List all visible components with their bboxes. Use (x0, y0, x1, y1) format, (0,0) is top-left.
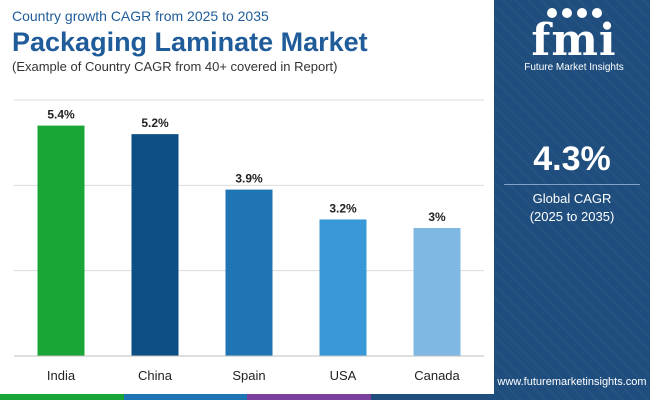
x-tick-label: China (138, 368, 173, 383)
bar-canada (413, 228, 461, 356)
chart-subtitle-top: Country growth CAGR from 2025 to 2035 (12, 8, 269, 24)
stat-divider (504, 184, 640, 185)
bar-china (131, 134, 179, 356)
x-tick-label: Canada (414, 368, 460, 383)
bar-usa (319, 219, 367, 356)
data-label: 5.4% (47, 108, 75, 122)
x-tick-label: India (47, 368, 76, 383)
bottom-color-bar (0, 394, 494, 400)
bar-spain (225, 189, 273, 356)
bottom-bar-segment (370, 394, 494, 400)
x-tick-label: Spain (232, 368, 265, 383)
logo-dot-icon (591, 8, 602, 18)
logo-dot-icon (546, 8, 557, 18)
global-cagr-value: 4.3% (533, 140, 611, 178)
chart-title: Packaging Laminate Market (12, 27, 368, 57)
global-cagr-label: Global CAGR (2025 to 2035) (494, 190, 650, 226)
logo-mark: fmi (531, 15, 617, 66)
data-label: 3.9% (235, 172, 263, 186)
bar-chart: 5.4% India 5.2% China 3.9% Spain 3.2% USA 3% Cana… (14, 99, 484, 383)
chart-subtitle-bottom: (Example of Country CAGR from 40+ covere… (12, 59, 338, 74)
logo-dot-icon (561, 8, 572, 18)
data-label: 5.2% (141, 116, 169, 130)
logo-text: Future Market Insights (524, 62, 624, 73)
data-label: 3.2% (329, 201, 357, 215)
data-label: 3% (428, 210, 446, 224)
side-panel: fmi Future Market Insights 4.3% Global C… (494, 0, 650, 400)
fmi-logo: fmi Future Market Insights (514, 8, 634, 74)
bottom-bar-segment (0, 394, 124, 400)
bar-india (37, 125, 85, 356)
logo-icons (514, 8, 634, 20)
global-cagr-label-line1: Global CAGR (532, 191, 612, 206)
website-link[interactable]: www.futuremarketinsights.com (497, 376, 647, 388)
logo-dot-icon (576, 8, 587, 18)
bottom-bar-segment (123, 394, 247, 400)
global-cagr-label-line2: (2025 to 2035) (529, 209, 615, 224)
title-block: Country growth CAGR from 2025 to 2035 Pa… (12, 8, 482, 75)
panel-texture (494, 0, 650, 400)
bottom-bar-segment (247, 394, 371, 400)
x-tick-label: USA (330, 368, 357, 383)
